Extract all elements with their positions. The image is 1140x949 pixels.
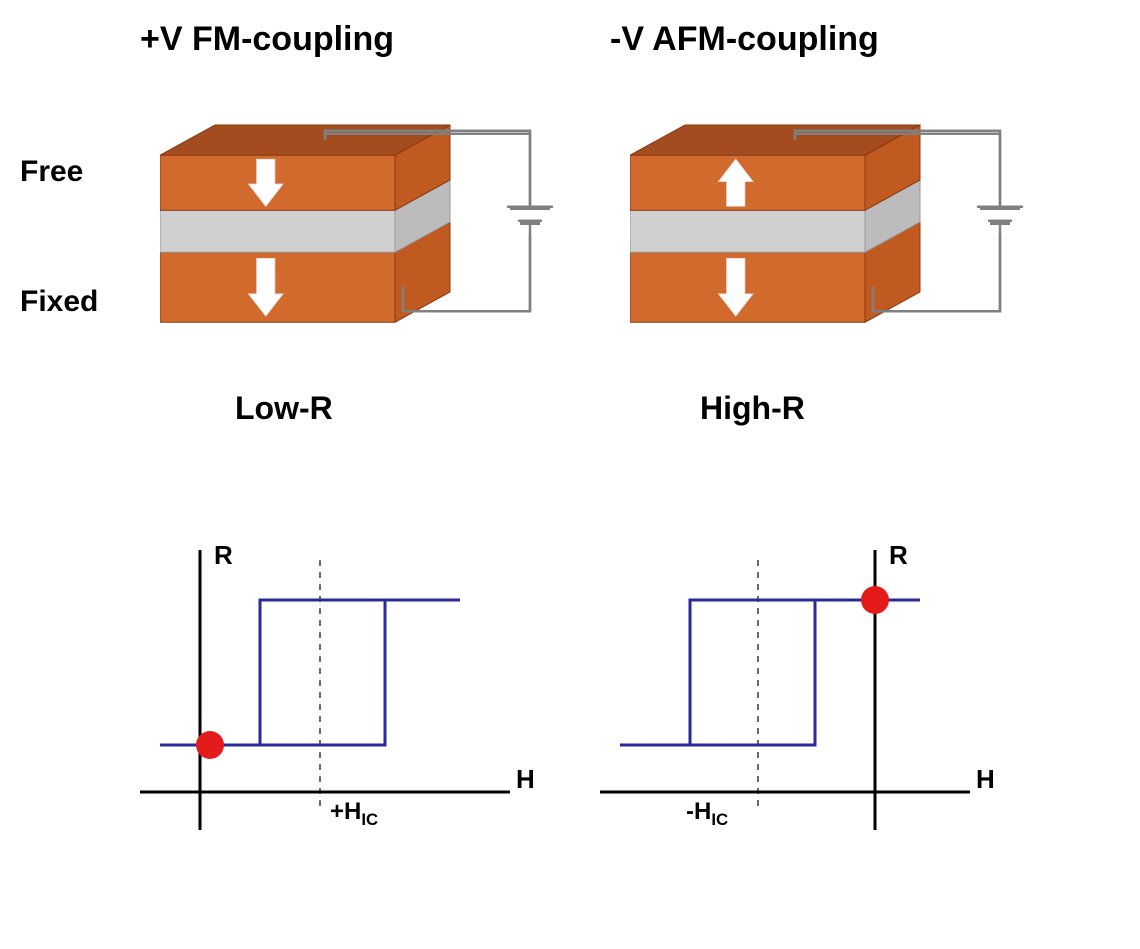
title-left: +V FM-coupling <box>140 20 394 59</box>
device-left-svg <box>160 105 570 365</box>
chart-left: R H +HIC <box>130 540 570 880</box>
chart-right-hic: -HIC <box>686 798 728 830</box>
chart-left-ylabel: R <box>214 540 233 571</box>
device-left <box>160 105 570 370</box>
chart-right: R H -HIC <box>590 540 1030 880</box>
caption-right: High-R <box>700 390 805 427</box>
label-fixed: Fixed <box>20 285 98 319</box>
chart-right-ylabel: R <box>889 540 908 571</box>
chart-left-xlabel: H <box>516 764 535 795</box>
caption-left: Low-R <box>235 390 333 427</box>
device-right-svg <box>630 105 1040 365</box>
label-free: Free <box>20 155 83 189</box>
chart-right-svg <box>590 540 1010 860</box>
device-right <box>630 105 1040 370</box>
chart-right-xlabel: H <box>976 764 995 795</box>
title-right: -V AFM-coupling <box>610 20 879 59</box>
chart-left-hic: +HIC <box>330 798 378 830</box>
